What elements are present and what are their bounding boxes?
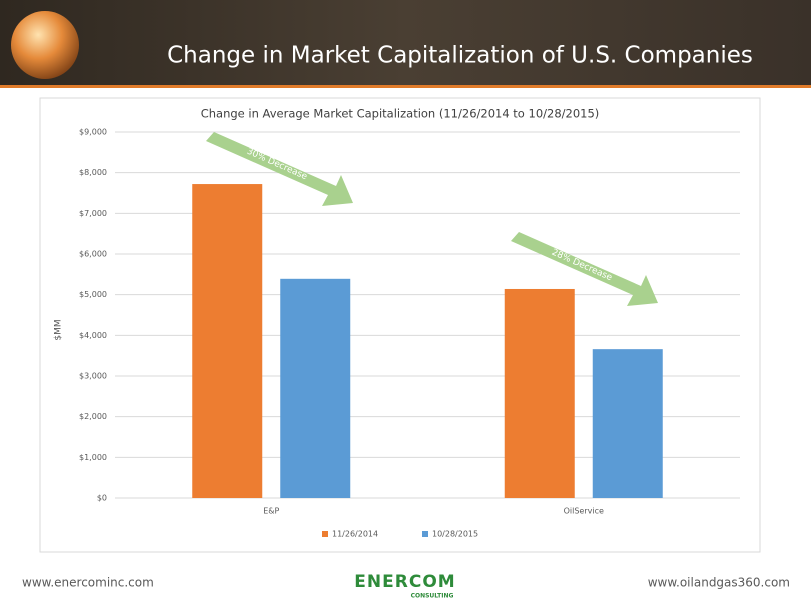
y-tick-label: $1,000 bbox=[79, 453, 107, 462]
logo-sub: CONSULTING bbox=[411, 593, 454, 600]
slide-title: Change in Market Capitalization of U.S. … bbox=[167, 43, 753, 69]
y-tick-label: $7,000 bbox=[79, 209, 107, 218]
y-tick-label: $0 bbox=[97, 494, 107, 503]
y-tick-label: $6,000 bbox=[79, 250, 107, 259]
x-tick-label: OilService bbox=[564, 507, 604, 516]
bar bbox=[504, 288, 575, 498]
legend-label: 11/26/2014 bbox=[332, 530, 378, 539]
y-tick-label: $2,000 bbox=[79, 412, 107, 421]
y-tick-label: $4,000 bbox=[79, 331, 107, 340]
globe-logo bbox=[11, 11, 79, 79]
x-tick-label: E&P bbox=[263, 507, 279, 516]
arrow bbox=[206, 132, 353, 206]
bar bbox=[280, 278, 351, 498]
plot: $0 $1,000 $2,000 $3,000 $4,000 $5,000 $6,000 $7… bbox=[79, 128, 740, 539]
header-band bbox=[0, 0, 811, 85]
y-tick-label: $3,000 bbox=[79, 372, 107, 381]
logo: ENERCOM bbox=[354, 572, 455, 592]
header-rule bbox=[0, 85, 811, 88]
footer-right: www.oilandgas360.com bbox=[648, 576, 790, 590]
legend-label: 10/28/2015 bbox=[432, 530, 478, 539]
legend-swatch bbox=[322, 531, 328, 537]
bar bbox=[592, 349, 663, 498]
y-tick-label: $8,000 bbox=[79, 168, 107, 177]
y-tick-label: $9,000 bbox=[79, 128, 107, 137]
footer-left: www.enercominc.com bbox=[22, 576, 154, 590]
bar bbox=[192, 184, 263, 498]
legend-swatch bbox=[422, 531, 428, 537]
chart-title: Change in Average Market Capitalization … bbox=[201, 107, 600, 121]
y-axis-label: $MM bbox=[54, 319, 64, 340]
arrow bbox=[511, 232, 658, 306]
y-tick-label: $5,000 bbox=[79, 290, 107, 299]
